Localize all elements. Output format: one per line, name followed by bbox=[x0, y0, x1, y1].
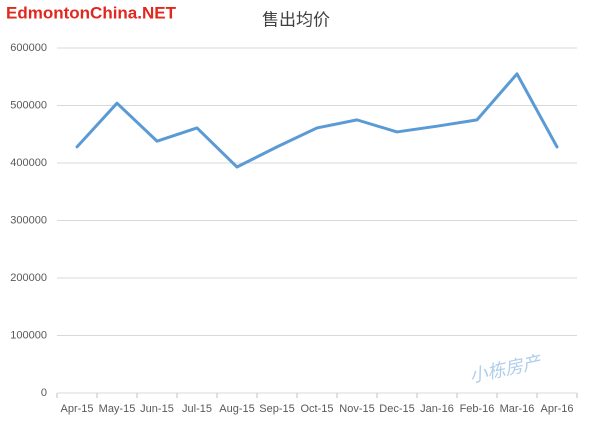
chart-title: 售出均价 bbox=[262, 10, 330, 29]
y-tick-label: 600000 bbox=[10, 42, 47, 54]
x-tick-label: Aug-15 bbox=[219, 403, 254, 415]
watermark: 小栋房产 bbox=[468, 352, 545, 387]
x-tick-label: Mar-16 bbox=[500, 403, 535, 415]
x-tick-label: Jan-16 bbox=[420, 403, 454, 415]
x-tick-label: Dec-15 bbox=[379, 403, 414, 415]
y-tick-label: 100000 bbox=[10, 329, 47, 341]
x-tick-label: Jun-15 bbox=[140, 403, 174, 415]
y-tick-label: 300000 bbox=[10, 214, 47, 226]
x-tick-label: Sep-15 bbox=[259, 403, 294, 415]
line-series bbox=[75, 72, 559, 169]
y-tick-label: 500000 bbox=[10, 99, 47, 111]
y-tick-label: 200000 bbox=[10, 272, 47, 284]
y-tick-label: 400000 bbox=[10, 157, 47, 169]
watermark: EdmontonChina.NET bbox=[6, 3, 177, 22]
y-tick-label: 0 bbox=[41, 387, 47, 399]
x-tick-label: Jul-15 bbox=[182, 403, 212, 415]
x-tick-label: Oct-15 bbox=[300, 403, 333, 415]
x-tick-label: Feb-16 bbox=[460, 403, 495, 415]
x-tick-label: Nov-15 bbox=[339, 403, 374, 415]
x-tick-label: May-15 bbox=[99, 403, 136, 415]
x-tick-label: Apr-16 bbox=[540, 403, 573, 415]
x-tick-label: Apr-15 bbox=[60, 403, 93, 415]
